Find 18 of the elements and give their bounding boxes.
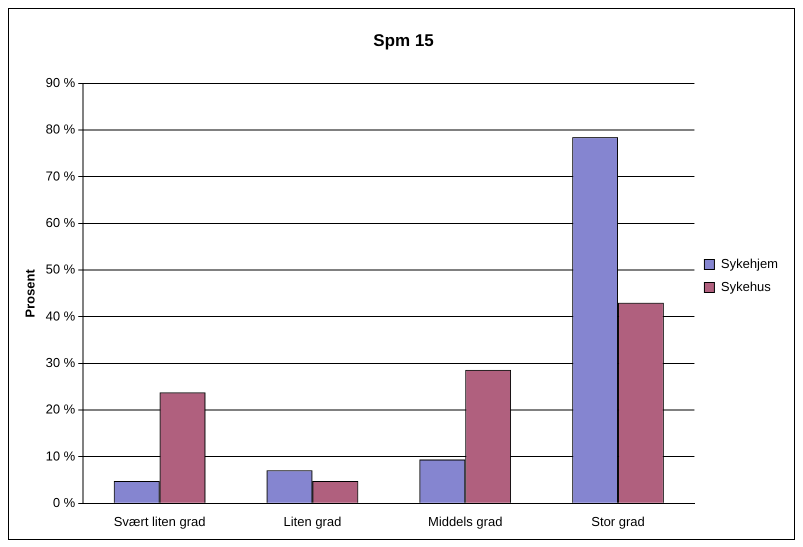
legend-label: Sykehus <box>720 279 772 294</box>
y-tick-label: 50 % <box>46 262 76 277</box>
x-tick-label: Stor grad <box>591 514 645 529</box>
legend-label: Sykehjem <box>720 256 778 272</box>
y-tick-label: 30 % <box>46 354 76 370</box>
x-tick-label: Liten grad <box>284 514 342 529</box>
y-tick-label: 90 % <box>46 74 76 90</box>
y-tick-label: 70 % <box>46 168 76 184</box>
y-tick-label: 20 % <box>46 402 76 417</box>
y-tick-label: 80 % <box>46 122 76 137</box>
y-tick-label: 40 % <box>46 308 76 324</box>
y-tick-label: 60 % <box>46 214 76 230</box>
x-tick-label: Middels grad <box>428 514 502 529</box>
y-tick-label: 0 % <box>52 494 76 510</box>
y-axis-title: Prosent <box>22 268 38 318</box>
y-tick-label: 10 % <box>46 448 76 464</box>
x-tick-label: Svært liten grad <box>114 514 206 529</box>
chart-title: Spm 15 <box>373 30 434 50</box>
